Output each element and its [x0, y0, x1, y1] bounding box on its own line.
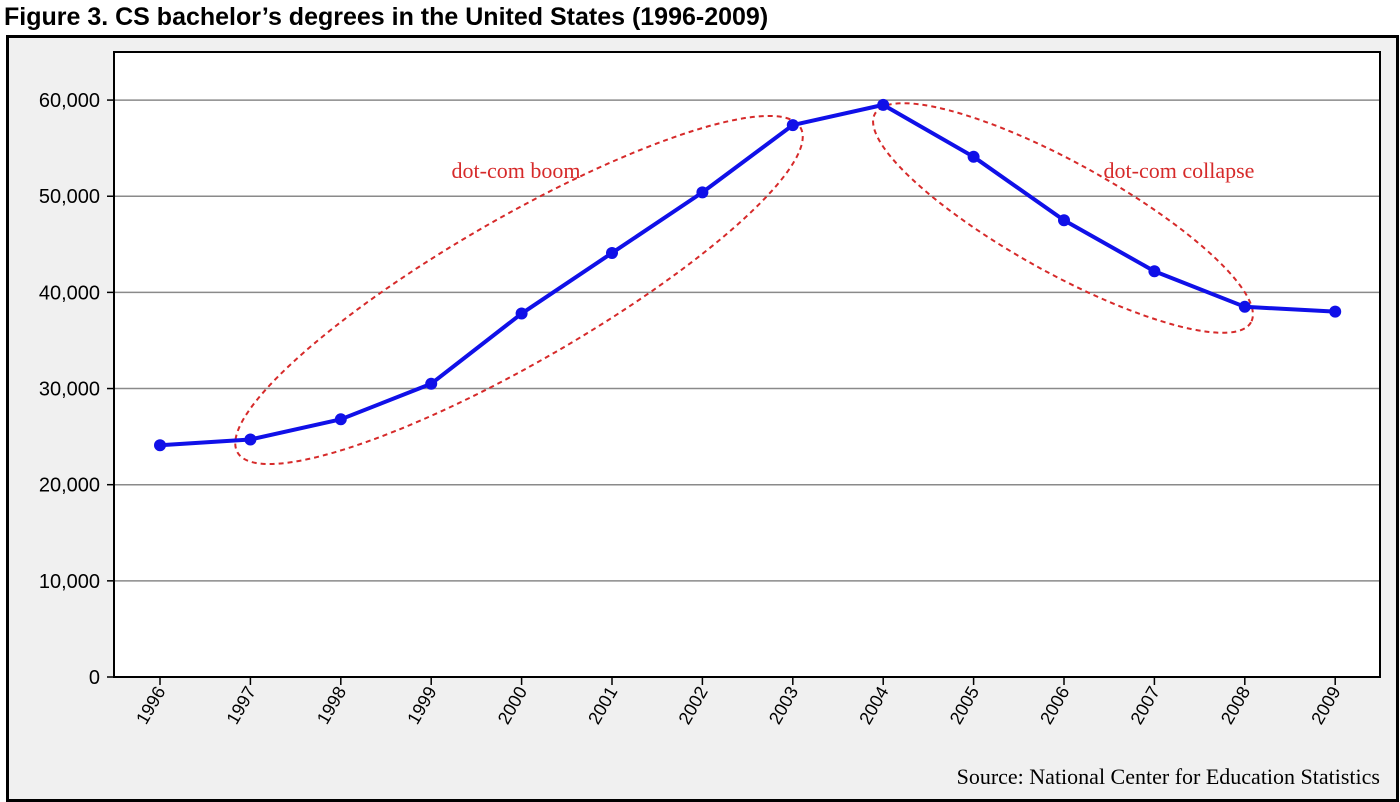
source-note: Source: National Center for Education St…: [956, 764, 1380, 789]
series-line: [158, 102, 1338, 448]
x-tick-label: 2002: [675, 683, 712, 728]
data-point: [1148, 265, 1161, 278]
annotation-ellipse: [234, 114, 804, 466]
y-tick-label: 50,000: [39, 186, 100, 208]
data-point: [967, 150, 980, 163]
data-point: [1329, 305, 1342, 318]
data-point: [786, 119, 799, 132]
x-tick-label: 2005: [946, 683, 983, 728]
figure-title: Figure 3. CS bachelor’s degrees in the U…: [4, 3, 769, 31]
data-point: [334, 413, 347, 426]
x-tick-label: 2003: [765, 683, 802, 728]
data-point: [606, 246, 618, 259]
data-point: [244, 433, 257, 446]
x-tick-label: 2009: [1307, 683, 1344, 728]
y-tick-label: 60,000: [39, 90, 100, 112]
y-tick-label: 0: [89, 667, 100, 689]
data-point: [515, 307, 528, 320]
x-tick-label: 1996: [132, 683, 169, 728]
y-tick-label: 20,000: [39, 475, 100, 497]
plot-border: [113, 51, 1381, 678]
x-tick-label: 2008: [1217, 683, 1254, 728]
x-tick-label: 2006: [1036, 683, 1073, 728]
plot-area: [114, 52, 1380, 677]
gridlines: [114, 99, 1380, 582]
data-point: [877, 98, 890, 111]
data-point: [1058, 214, 1070, 227]
x-tick-label: 1998: [313, 683, 350, 728]
x-tick-label: 2004: [855, 683, 892, 728]
x-tick-label: 2001: [584, 683, 621, 728]
data-point: [1238, 300, 1251, 313]
data-point: [154, 439, 166, 452]
y-tick-label: 30,000: [39, 379, 100, 401]
x-tick-label: 1997: [223, 683, 260, 728]
annotation-label: dot-com collapse: [1104, 158, 1255, 183]
x-tick-label: 1999: [403, 683, 440, 728]
annotation-label: dot-com boom: [452, 158, 581, 183]
series: [154, 98, 1342, 452]
x-tick-label: 2007: [1127, 683, 1164, 728]
data-point: [696, 186, 709, 199]
data-point: [425, 377, 438, 390]
x-axis: 1996 1997 1998 1999 2000 2001 2002 2003 2004 2005…: [132, 677, 1345, 728]
annotation-ellipse: [872, 102, 1254, 334]
y-axis: 0 10,000 20,000 30,000 40,000 50,000 60,000: [39, 90, 114, 689]
x-tick-label: 2000: [494, 683, 531, 728]
y-tick-label: 10,000: [39, 571, 100, 593]
annotations: dot-com boom dot-com collapse: [234, 102, 1255, 466]
y-tick-label: 40,000: [39, 282, 100, 304]
